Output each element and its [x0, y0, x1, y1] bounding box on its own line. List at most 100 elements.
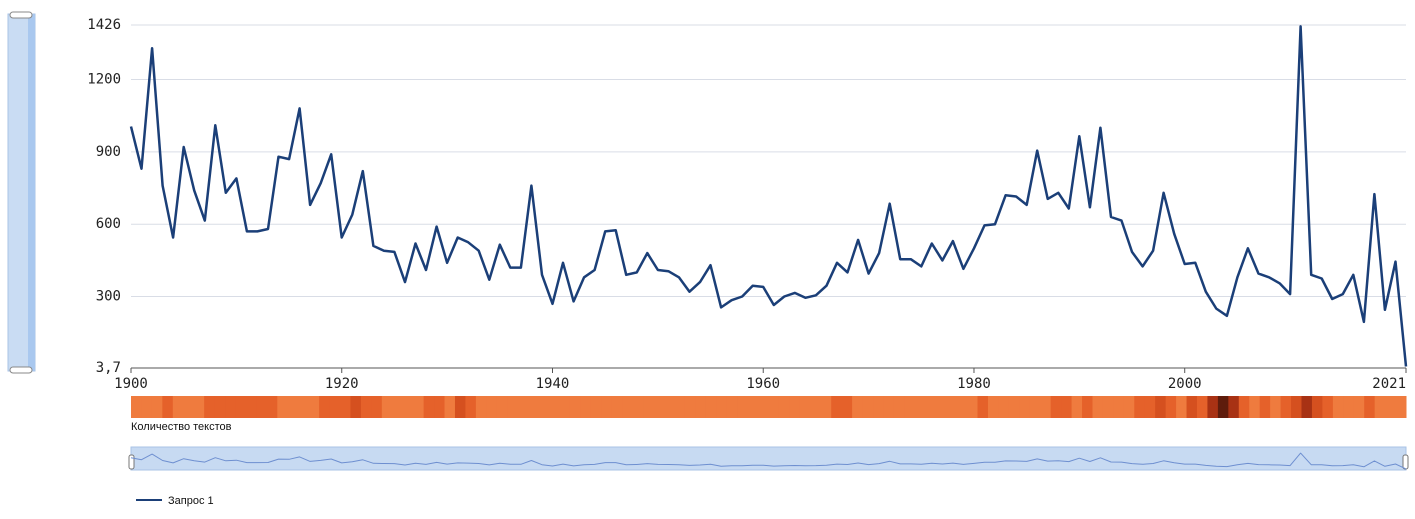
- heatmap-cell: [1280, 396, 1292, 418]
- legend-label[interactable]: Запрос 1: [168, 495, 214, 507]
- heatmap-cell: [653, 396, 665, 418]
- heatmap-cell: [611, 396, 623, 418]
- heatmap-cell: [1322, 396, 1334, 418]
- heatmap-cell: [893, 396, 905, 418]
- heatmap-cell: [1353, 396, 1365, 418]
- heatmap-cell: [987, 396, 999, 418]
- heatmap-cell: [967, 396, 979, 418]
- heatmap-cell: [392, 396, 404, 418]
- heatmap-cell: [831, 396, 843, 418]
- heatmap-cell: [1186, 396, 1198, 418]
- heatmap-cell: [883, 396, 895, 418]
- heatmap-cell: [580, 396, 592, 418]
- heatmap-cell: [1092, 396, 1104, 418]
- heatmap-cell: [287, 396, 299, 418]
- heatmap-label: Количество текстов: [131, 421, 232, 433]
- heatmap-cell: [747, 396, 759, 418]
- heatmap-cell: [475, 396, 487, 418]
- heatmap-cell: [340, 396, 351, 418]
- heatmap-cell: [810, 396, 822, 418]
- heatmap-cell: [1165, 396, 1177, 418]
- heatmap-cell: [1311, 396, 1323, 418]
- heatmap-cell: [820, 396, 832, 418]
- heatmap-cell: [151, 396, 163, 418]
- x-tick-label: 1920: [325, 376, 359, 392]
- navigator-handle[interactable]: [1402, 454, 1409, 470]
- heatmap-cell: [1301, 396, 1313, 418]
- heatmap-cell: [758, 396, 769, 418]
- heatmap-cell: [183, 396, 195, 418]
- heatmap-cell: [904, 396, 916, 418]
- heatmap-cell: [454, 396, 466, 418]
- heatmap-cell: [569, 396, 581, 418]
- heatmap-cell: [402, 396, 414, 418]
- heatmap-cell: [245, 396, 257, 418]
- heatmap-cell: [1029, 396, 1041, 418]
- heatmap-cell: [266, 396, 278, 418]
- heatmap-cell: [559, 396, 571, 418]
- heatmap-cell: [1008, 396, 1020, 418]
- heatmap-cell: [1176, 396, 1188, 418]
- heatmap-cell: [214, 396, 226, 418]
- y-tick-label: 3,7: [96, 360, 121, 376]
- heatmap-cell: [1374, 396, 1386, 418]
- x-tick-label: 2021: [1372, 376, 1406, 392]
- heatmap-cell: [1134, 396, 1146, 418]
- heatmap-cell: [1071, 396, 1083, 418]
- heatmap-cell: [1019, 396, 1031, 418]
- heatmap-cell: [1196, 396, 1208, 418]
- heatmap-cell: [1291, 396, 1302, 418]
- heatmap-cell: [925, 396, 937, 418]
- heatmap-cell: [256, 396, 268, 418]
- heatmap-cell: [716, 396, 728, 418]
- heatmap-cell: [1155, 396, 1167, 418]
- heatmap-cell: [444, 396, 456, 418]
- heatmap-cell: [434, 396, 446, 418]
- x-tick-label: 1960: [746, 376, 780, 392]
- heatmap-cell: [381, 396, 393, 418]
- heatmap-cell: [852, 396, 864, 418]
- x-tick-label: 1900: [114, 376, 148, 392]
- x-tick-label: 2000: [1168, 376, 1202, 392]
- heatmap-cell: [528, 396, 540, 418]
- heatmap-cell: [298, 396, 310, 418]
- heatmap-cell: [193, 396, 205, 418]
- heatmap-cell: [1249, 396, 1261, 418]
- heatmap-cell: [360, 396, 372, 418]
- heatmap-cell: [1259, 396, 1271, 418]
- heatmap-cell: [423, 396, 435, 418]
- heatmap-cell: [1385, 396, 1397, 418]
- heatmap-cell: [1144, 396, 1156, 418]
- heatmap-cell: [1217, 396, 1229, 418]
- heatmap-cell: [538, 396, 550, 418]
- heatmap-cell: [1082, 396, 1093, 418]
- heatmap-cell: [1113, 396, 1125, 418]
- heatmap-cell: [162, 396, 174, 418]
- scrollbar-handle[interactable]: [9, 366, 33, 374]
- heatmap-cell: [1364, 396, 1376, 418]
- series-line: [129, 25, 1408, 367]
- heatmap-cell: [141, 396, 153, 418]
- heatmap-cell: [549, 396, 560, 418]
- heatmap-cell: [131, 396, 142, 418]
- heatmap-cell: [862, 396, 874, 418]
- heatmap-cell: [768, 396, 780, 418]
- heatmap-cell: [873, 396, 884, 418]
- heatmap-cell: [1040, 396, 1052, 418]
- heatmap-cell: [1123, 396, 1135, 418]
- heatmap-cell: [413, 396, 425, 418]
- x-tick-label: 1980: [957, 376, 991, 392]
- navigator-handle[interactable]: [128, 454, 135, 470]
- heatmap-cell: [204, 396, 216, 418]
- heatmap-cell: [308, 396, 320, 418]
- heatmap-cell: [225, 396, 237, 418]
- navigator-line: [130, 452, 1407, 470]
- heatmap-cell: [695, 396, 707, 418]
- scrollbar-handle[interactable]: [9, 11, 33, 19]
- heatmap-cell: [1050, 396, 1062, 418]
- heatmap-cell: [1332, 396, 1344, 418]
- x-tick-label: 1940: [536, 376, 570, 392]
- heatmap-cell: [371, 396, 383, 418]
- heatmap-cell: [1228, 396, 1240, 418]
